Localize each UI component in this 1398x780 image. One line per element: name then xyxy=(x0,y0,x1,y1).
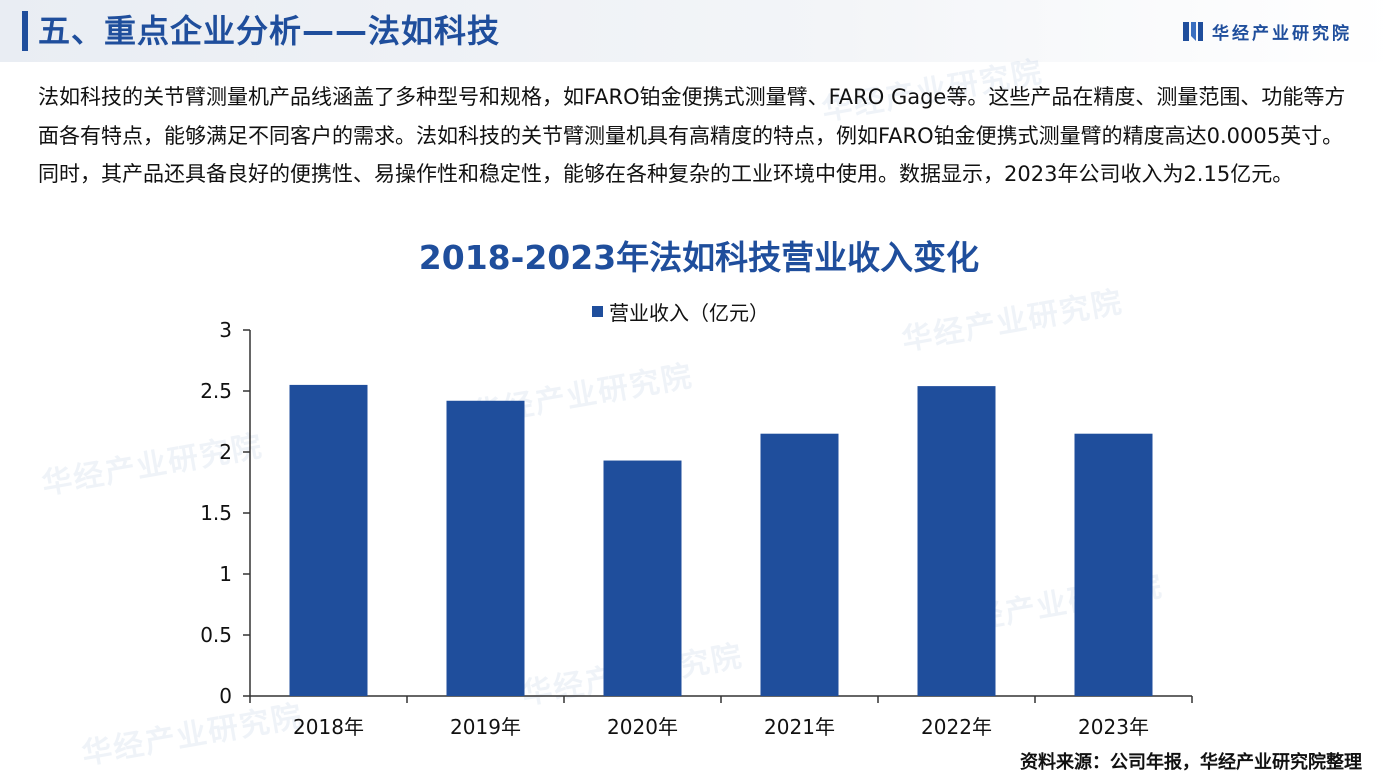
x-tick-label: 2020年 xyxy=(607,715,678,739)
bar xyxy=(917,386,996,696)
header-accent xyxy=(22,11,28,51)
y-tick-label: 1.5 xyxy=(200,501,232,525)
bar xyxy=(1074,433,1153,696)
header-bar xyxy=(0,0,1398,62)
source-note: 资料来源：公司年报，华经产业研究院整理 xyxy=(1020,752,1362,773)
bar xyxy=(289,384,368,696)
x-tick-label: 2018年 xyxy=(293,715,364,739)
y-tick-label: 3 xyxy=(219,318,232,342)
x-tick-label: 2022年 xyxy=(921,715,992,739)
y-tick-label: 0.5 xyxy=(200,623,232,647)
brand-logo-icon xyxy=(1183,22,1203,41)
legend-swatch xyxy=(592,306,603,317)
legend-label: 营业收入（亿元） xyxy=(609,301,769,325)
x-tick-label: 2019年 xyxy=(450,715,521,739)
x-tick-label: 2023年 xyxy=(1078,715,1149,739)
y-tick-label: 2 xyxy=(219,440,232,464)
x-tick-label: 2021年 xyxy=(764,715,835,739)
intro-paragraph: 法如科技的关节臂测量机产品线涵盖了多种型号和规格，如FARO铂金便携式测量臂、F… xyxy=(38,85,1346,186)
bar xyxy=(760,433,839,696)
y-tick-label: 0 xyxy=(219,684,232,708)
brand: 华经产业研究院 xyxy=(1182,17,1352,45)
bar xyxy=(603,460,682,696)
bar xyxy=(446,400,525,696)
y-tick-label: 2.5 xyxy=(200,379,232,403)
y-tick-label: 1 xyxy=(219,562,232,586)
chart-title: 2018-2023年法如科技营业收入变化 xyxy=(418,238,980,277)
page-title: 五、重点企业分析——法如科技 xyxy=(38,12,501,50)
brand-name: 华经产业研究院 xyxy=(1212,23,1352,44)
